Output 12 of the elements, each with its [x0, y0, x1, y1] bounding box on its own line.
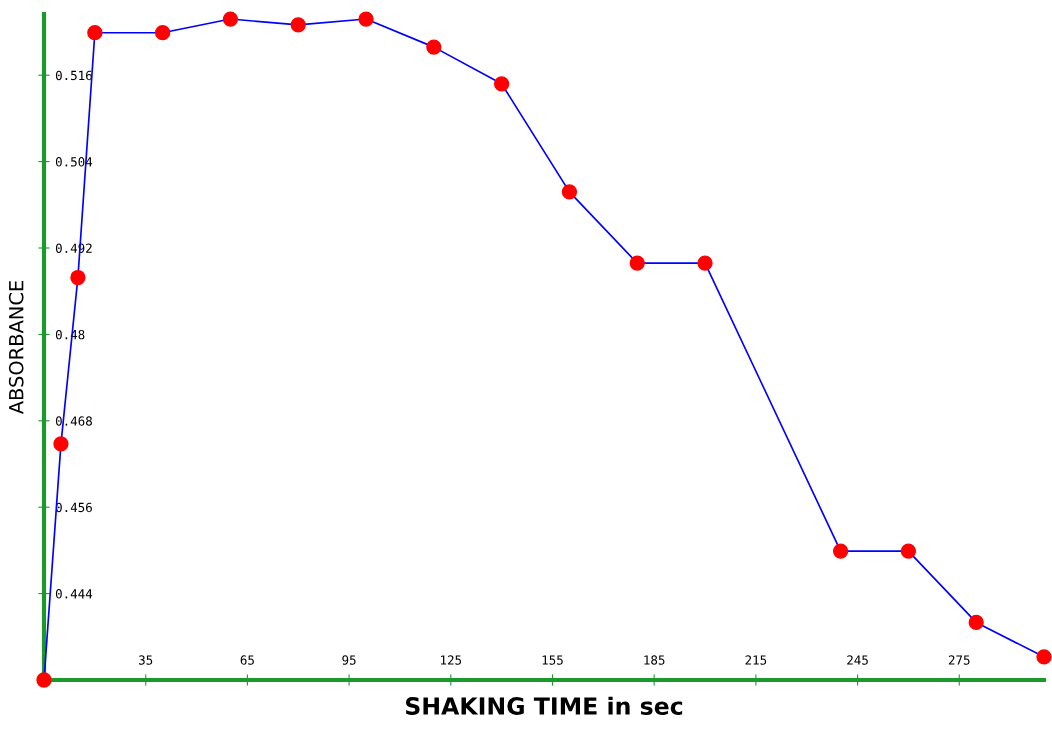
x-tick-label: 125 — [440, 655, 462, 665]
x-tick-label: 65 — [240, 655, 254, 665]
y-axis-title: ABSORBANCE — [8, 280, 24, 415]
y-tick-label: 0.444 — [55, 589, 93, 599]
x-tick-label: 95 — [342, 655, 356, 665]
x-tick-label: 155 — [542, 655, 563, 665]
x-tick-label: 185 — [644, 655, 665, 665]
x-tick-label: 245 — [847, 655, 868, 665]
x-tick-label: 275 — [948, 655, 970, 665]
x-axis-title: SHAKING TIME in sec — [405, 696, 683, 715]
x-tick-label: 35 — [139, 655, 153, 665]
x-tick-label: 215 — [745, 655, 767, 665]
